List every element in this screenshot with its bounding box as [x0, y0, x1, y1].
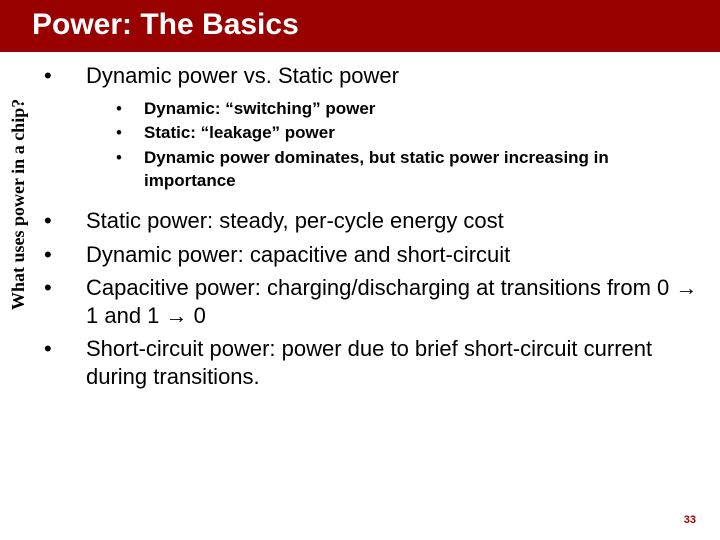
- arrow-icon: →: [675, 275, 697, 300]
- bullet-glyph: •: [44, 241, 86, 269]
- list-item: • Dynamic power vs. Static power: [44, 62, 700, 90]
- list-item-text: Static power: steady, per-cycle energy c…: [86, 207, 700, 235]
- list-item-text: Dynamic power: capacitive and short-circ…: [86, 241, 700, 269]
- list-item: • Short-circuit power: power due to brie…: [44, 335, 700, 390]
- list-item: • Static power: steady, per-cycle energy…: [44, 207, 700, 235]
- list-item: • Static: “leakage” power: [116, 122, 700, 145]
- list-item: • Dynamic power dominates, but static po…: [116, 147, 700, 193]
- text-fragment: 1 and 1: [86, 303, 159, 328]
- list-item-text: Short-circuit power: power due to brief …: [86, 335, 700, 390]
- list-item: • Capacitive power: charging/discharging…: [44, 274, 700, 329]
- slide-title-bar: Power: The Basics: [0, 0, 720, 52]
- bullet-glyph: •: [44, 335, 86, 390]
- bullet-list-level1: • Dynamic power vs. Static power: [44, 62, 700, 90]
- slide-title: Power: The Basics: [32, 8, 299, 41]
- bullet-list-level2: • Dynamic: “switching” power • Static: “…: [116, 98, 700, 194]
- text-fragment: Capacitive power: charging/discharging a…: [86, 275, 669, 300]
- list-item: • Dynamic power: capacitive and short-ci…: [44, 241, 700, 269]
- arrow-icon: →: [166, 303, 188, 328]
- list-item-text: Dynamic: “switching” power: [144, 98, 700, 121]
- list-item-text: Dynamic power vs. Static power: [86, 62, 700, 90]
- page-number: 33: [684, 514, 696, 526]
- text-fragment: 0: [194, 303, 206, 328]
- list-item: • Dynamic: “switching” power: [116, 98, 700, 121]
- list-item-text: Capacitive power: charging/discharging a…: [86, 274, 700, 329]
- bullet-glyph: •: [116, 98, 144, 121]
- list-item-text: Dynamic power dominates, but static powe…: [144, 147, 700, 193]
- bullet-glyph: •: [44, 207, 86, 235]
- list-item-text: Static: “leakage” power: [144, 122, 700, 145]
- sidebar-vertical-label: What uses power in a chip?: [8, 99, 29, 310]
- bullet-glyph: •: [116, 147, 144, 193]
- bullet-glyph: •: [116, 122, 144, 145]
- bullet-glyph: •: [44, 62, 86, 90]
- slide-content: • Dynamic power vs. Static power • Dynam…: [44, 62, 700, 396]
- bullet-glyph: •: [44, 274, 86, 329]
- bullet-list-level1: • Static power: steady, per-cycle energy…: [44, 207, 700, 390]
